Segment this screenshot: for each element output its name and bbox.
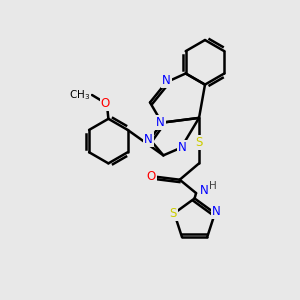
Text: CH$_3$: CH$_3$ — [69, 88, 91, 102]
Text: N: N — [212, 205, 221, 218]
Text: S: S — [195, 136, 203, 149]
Text: H: H — [209, 181, 217, 191]
Text: N: N — [200, 184, 208, 197]
Text: O: O — [147, 170, 156, 183]
Text: S: S — [169, 207, 176, 220]
Text: N: N — [162, 74, 171, 87]
Text: O: O — [101, 97, 110, 110]
Text: N: N — [156, 116, 165, 129]
Text: N: N — [144, 133, 153, 146]
Text: N: N — [178, 141, 187, 154]
